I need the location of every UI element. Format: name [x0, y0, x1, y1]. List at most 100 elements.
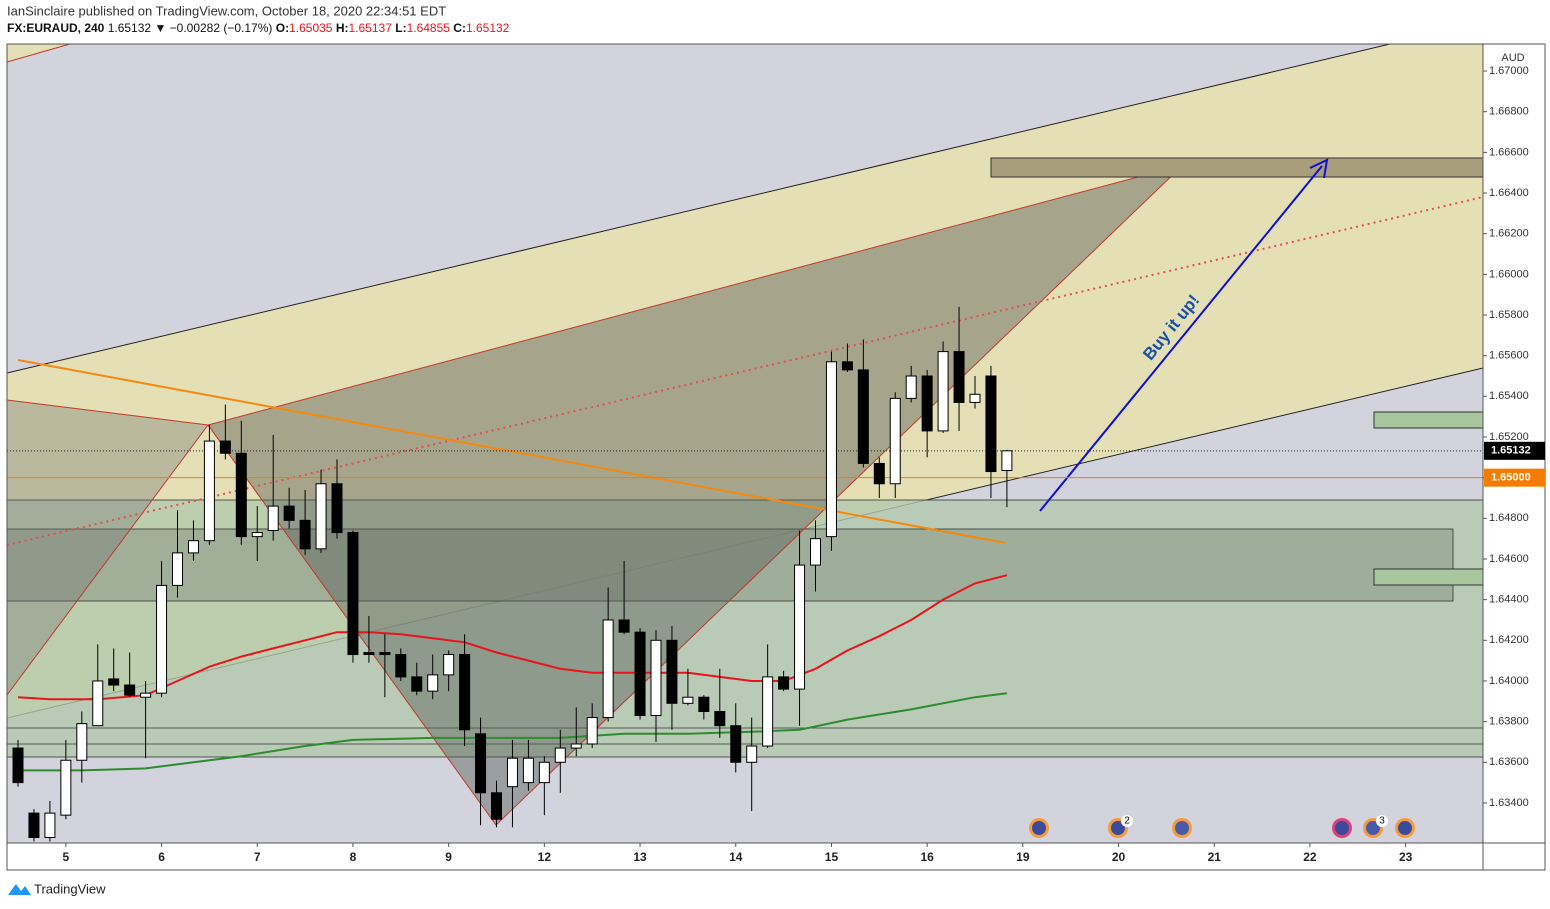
x-tick-label: 5	[63, 850, 70, 864]
ohlc-prefix: C:	[453, 21, 466, 35]
candle-body	[825, 361, 837, 538]
candle-body	[203, 440, 215, 542]
candle-body	[730, 725, 742, 763]
x-tick-label: 16	[920, 850, 934, 864]
y-tick-label: 1.64400	[1489, 594, 1529, 606]
logo	[8, 884, 31, 895]
trendline	[17, 359, 1007, 544]
x-tick-label: 20	[1112, 850, 1126, 864]
candle-body	[283, 505, 295, 521]
ohlc-low: 1.64855	[407, 21, 451, 35]
candle-body	[650, 639, 662, 717]
candle-body	[124, 684, 136, 696]
x-tick-label: 9	[445, 850, 452, 864]
ohlc-close: 1.65132	[466, 21, 510, 35]
channel-edge	[6, 43, 71, 63]
event-icon	[1032, 821, 1046, 835]
candle-body	[714, 710, 726, 727]
candle-body	[411, 676, 423, 692]
candle-body	[459, 654, 471, 731]
footer: TradingView	[34, 881, 106, 896]
last-price-box	[1484, 441, 1545, 460]
candle-body	[427, 674, 439, 692]
candle-body	[937, 351, 949, 432]
candle-body	[857, 369, 869, 464]
y-tick-label: 1.64800	[1489, 512, 1529, 524]
y-tick-label: 1.65800	[1489, 309, 1529, 321]
candle-body	[347, 532, 359, 656]
small-zone	[1373, 568, 1484, 586]
event-icon	[1366, 821, 1380, 835]
candle-body	[666, 639, 678, 704]
candle-body	[251, 532, 263, 538]
candle-body	[762, 676, 774, 747]
y-tick-label: 1.63800	[1489, 716, 1529, 728]
change: ▼ −0.00282 (−0.17%)	[154, 21, 272, 35]
event-badge: 2	[1124, 816, 1130, 827]
x-tick-label: 23	[1399, 850, 1413, 864]
candle-body	[841, 361, 853, 371]
candle-body	[586, 717, 598, 745]
candle-body	[299, 519, 311, 550]
header-quote: FX:EURAUD, 240 1.65132 ▼ −0.00282 (−0.17…	[7, 21, 510, 35]
candle-body	[44, 812, 56, 839]
candle-body	[379, 652, 391, 656]
x-tick-label: 15	[825, 850, 839, 864]
arrow	[1039, 165, 1323, 512]
moving-average	[17, 574, 1008, 701]
candle-body	[1001, 450, 1013, 472]
candle-body	[235, 452, 247, 538]
x-tick-label: 21	[1208, 850, 1222, 864]
candle-body	[634, 631, 646, 717]
candle-body	[506, 757, 518, 788]
event-icon	[1335, 821, 1349, 835]
candle-body	[28, 812, 40, 839]
y-tick-label: 1.66600	[1489, 146, 1529, 158]
y-tick-label: 1.66200	[1489, 228, 1529, 240]
x-tick-label: 8	[350, 850, 357, 864]
candle-body	[794, 564, 806, 690]
event-icon	[1398, 821, 1412, 835]
candle-body	[395, 654, 407, 678]
candle-body	[618, 619, 630, 633]
header-publisher: IanSinclaire published on TradingView.co…	[7, 3, 446, 18]
price-level-box	[1484, 468, 1545, 487]
candle-body	[219, 440, 231, 454]
x-tick-label: 7	[254, 850, 261, 864]
candle-body	[809, 538, 821, 566]
symbol: FX:EURAUD, 240	[7, 21, 105, 35]
x-tick-label: 22	[1303, 850, 1317, 864]
events: 2 3	[1029, 815, 1415, 838]
candle-body	[156, 584, 168, 694]
x-tick-label: 6	[158, 850, 165, 864]
y-tick-label: 1.64600	[1489, 553, 1529, 565]
y-tick-label: 1.66800	[1489, 106, 1529, 118]
zone-inner	[6, 528, 1454, 602]
y-tick-label: 1.65400	[1489, 390, 1529, 402]
x-tick-label: 12	[538, 850, 552, 864]
candle-body	[905, 375, 917, 399]
candle-body	[969, 393, 981, 403]
candle-body	[92, 680, 104, 727]
candle-body	[682, 696, 694, 704]
candle-body	[315, 483, 327, 550]
event-badge: 3	[1379, 816, 1385, 827]
small-zone	[1373, 411, 1484, 429]
candle-body	[554, 747, 566, 763]
ohlc-prefix: O:	[276, 21, 289, 35]
ohlc-open: 1.65035	[289, 21, 333, 35]
candle-body	[443, 654, 455, 676]
candle-body	[491, 792, 503, 820]
channel-upper	[6, 43, 1391, 374]
target-zone	[990, 157, 1484, 178]
y-tick-label: 1.64200	[1489, 634, 1529, 646]
last-price: 1.65132	[108, 21, 152, 35]
candle-body	[331, 483, 343, 534]
ohlc-prefix: H:	[336, 21, 349, 35]
candle-body	[12, 747, 24, 784]
candle-body	[76, 723, 88, 761]
y-tick-label: 1.65600	[1489, 350, 1529, 362]
x-tick-label: 13	[633, 850, 647, 864]
badge	[1376, 815, 1388, 827]
